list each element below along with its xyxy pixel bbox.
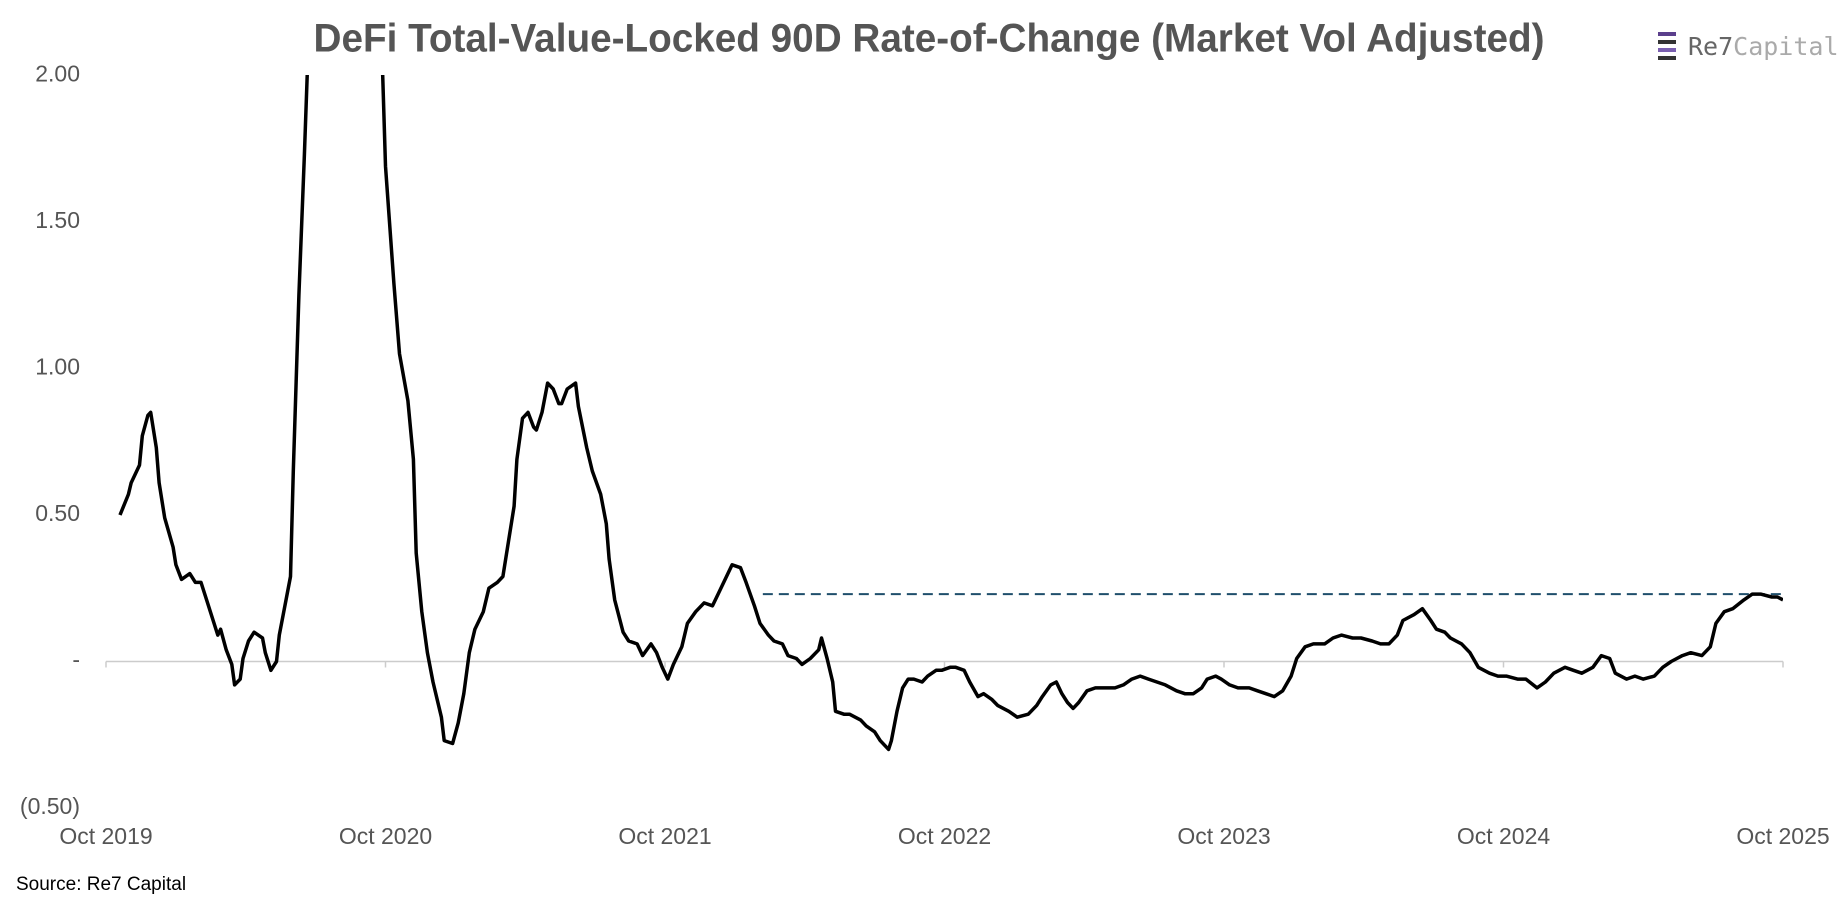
x-tick-label: Oct 2022: [898, 823, 991, 849]
source-note: Source: Re7 Capital: [16, 874, 186, 895]
plot-area: [118, 75, 1783, 752]
x-tick-label: Oct 2025: [1736, 823, 1829, 849]
y-tick-label: (0.50): [20, 793, 80, 819]
y-tick-label: 0.50: [35, 500, 80, 526]
brand-sub: Capital: [1733, 32, 1838, 61]
logo-bar: [1658, 32, 1676, 36]
x-tick-label: Oct 2023: [1177, 823, 1270, 849]
logo-bar: [1658, 56, 1676, 60]
x-tick-label: Oct 2020: [339, 823, 432, 849]
x-tick-label: Oct 2024: [1457, 823, 1551, 849]
y-tick-label: 2.00: [35, 60, 80, 86]
brand-text: Re7Capital: [1688, 32, 1839, 61]
brand-logo: Re7Capital: [1658, 32, 1839, 61]
logo-bar: [1658, 40, 1676, 44]
y-tick-label: -: [72, 647, 80, 673]
data-line: [118, 75, 1783, 752]
y-tick-label: 1.50: [35, 207, 80, 233]
x-tick-label: Oct 2019: [59, 823, 152, 849]
brand-main: Re7: [1688, 32, 1733, 61]
logo-bar: [1658, 48, 1676, 52]
y-tick-label: 1.00: [35, 354, 80, 380]
x-tick-label: Oct 2021: [618, 823, 711, 849]
chart-title: DeFi Total-Value-Locked 90D Rate-of-Chan…: [314, 17, 1545, 61]
